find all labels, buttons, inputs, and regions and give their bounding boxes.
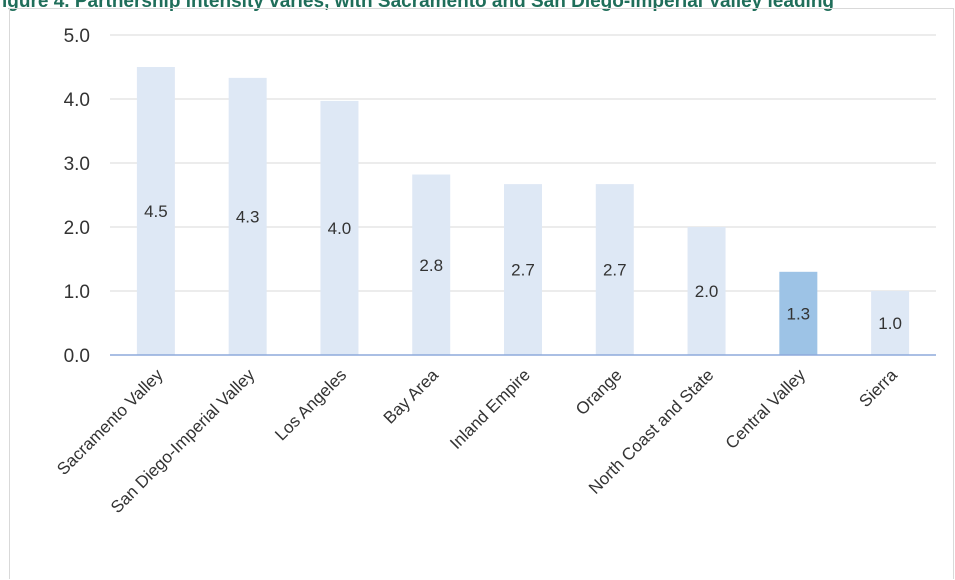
y-tick-label: 4.0 xyxy=(64,90,90,111)
data-label: 4.5 xyxy=(144,202,168,221)
data-label: 4.3 xyxy=(236,207,260,226)
data-label: 4.0 xyxy=(328,219,352,238)
x-category-label: Orange xyxy=(572,365,626,419)
data-label: 2.8 xyxy=(419,256,443,275)
y-tick-label: 5.0 xyxy=(64,26,90,47)
x-category-label: Los Angeles xyxy=(271,365,350,444)
x-category-label: Inland Empire xyxy=(446,365,534,453)
y-tick-label: 0.0 xyxy=(64,346,90,367)
data-label: 2.7 xyxy=(603,261,627,280)
chart-frame xyxy=(9,8,954,579)
y-axis-tick-labels: 0.0 1.0 2.0 3.0 4.0 5.0 xyxy=(64,26,90,367)
data-label: 1.3 xyxy=(787,304,811,323)
bar xyxy=(504,184,542,355)
x-category-label: Bay Area xyxy=(380,365,443,428)
bar xyxy=(595,184,634,355)
bars xyxy=(136,67,910,355)
chart-title: igure 4. Partnership intensity varies, w… xyxy=(2,0,835,12)
y-tick-label: 2.0 xyxy=(64,218,90,239)
bar xyxy=(871,291,910,355)
bar xyxy=(687,227,726,355)
data-label: 2.7 xyxy=(511,261,535,280)
y-tick-label: 3.0 xyxy=(64,154,90,175)
bar xyxy=(412,174,451,355)
bar xyxy=(320,100,359,355)
data-labels: 4.5 4.3 4.0 2.8 2.7 2.7 2.0 1.3 1.0 xyxy=(144,202,902,333)
data-label: 2.0 xyxy=(695,282,719,301)
x-category-label: Central Valley xyxy=(722,365,810,453)
bar xyxy=(779,271,818,355)
y-tick-label: 1.0 xyxy=(64,282,90,303)
x-category-label: Sierra xyxy=(855,365,901,411)
bar xyxy=(228,77,267,355)
data-label: 1.0 xyxy=(878,314,902,333)
bar xyxy=(136,67,175,355)
